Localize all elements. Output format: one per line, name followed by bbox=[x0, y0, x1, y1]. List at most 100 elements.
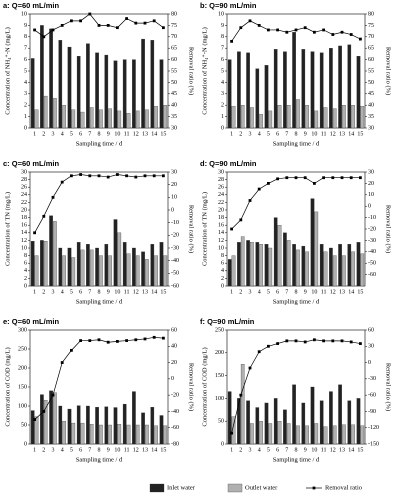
x-axis-label: Sampling time / d bbox=[273, 456, 320, 463]
line-marker bbox=[97, 338, 101, 342]
bar bbox=[67, 247, 72, 287]
bar bbox=[150, 40, 155, 129]
line-marker bbox=[230, 39, 233, 43]
x-tick-label: 1 bbox=[230, 131, 233, 137]
bar bbox=[250, 107, 254, 129]
bar bbox=[314, 211, 319, 287]
bar bbox=[360, 106, 365, 129]
x-tick-label: 3 bbox=[52, 289, 55, 295]
x-tick-label: 12 bbox=[330, 447, 336, 453]
line-marker bbox=[106, 340, 110, 344]
line-marker bbox=[51, 28, 55, 32]
bar bbox=[141, 412, 145, 445]
y2-tick-label: 40 bbox=[171, 344, 177, 350]
bar bbox=[30, 241, 35, 287]
x-tick-label: 9 bbox=[107, 447, 110, 453]
bar bbox=[286, 423, 291, 445]
panel-title: c: Q=60 mL/min bbox=[3, 159, 59, 168]
x-axis-label: Sampling time / d bbox=[273, 140, 320, 147]
bar bbox=[76, 405, 81, 445]
bar bbox=[86, 244, 90, 287]
bar bbox=[135, 110, 140, 129]
line-marker bbox=[79, 339, 82, 342]
y2-tick-label: 0 bbox=[171, 376, 174, 382]
x-tick-label: 2 bbox=[42, 447, 45, 453]
bar bbox=[49, 28, 53, 129]
line-marker bbox=[143, 337, 147, 341]
bar bbox=[250, 423, 254, 445]
y-tick-label: 5 bbox=[221, 68, 224, 74]
panel-title: a: Q=60 mL/min bbox=[3, 1, 59, 10]
y2-tick-label: -150 bbox=[368, 441, 379, 447]
y-tick-label: 1 bbox=[24, 114, 27, 120]
bar bbox=[310, 51, 315, 129]
y2-tick-label: 30 bbox=[368, 344, 374, 350]
x-tick-label: 9 bbox=[304, 447, 307, 453]
bar bbox=[356, 398, 361, 445]
x-tick-label: 4 bbox=[258, 289, 261, 295]
x-tick-label: 8 bbox=[295, 289, 298, 295]
bar bbox=[145, 424, 149, 445]
bar bbox=[99, 255, 103, 287]
x-tick-label: 8 bbox=[295, 447, 298, 453]
bar bbox=[122, 403, 127, 445]
y-tick-label: 10 bbox=[218, 11, 224, 17]
bar bbox=[319, 400, 324, 445]
bar bbox=[255, 407, 260, 445]
line-marker bbox=[340, 176, 344, 180]
line-marker bbox=[313, 338, 316, 342]
bar bbox=[113, 407, 118, 445]
bar bbox=[117, 110, 122, 129]
y2-tick-label: 70 bbox=[171, 34, 177, 40]
y-tick-label: 7 bbox=[24, 46, 27, 52]
bar bbox=[67, 408, 72, 445]
y2-tick-label: 45 bbox=[171, 91, 177, 97]
bar bbox=[99, 109, 103, 129]
plot-frame bbox=[29, 171, 169, 287]
line-marker bbox=[359, 176, 362, 180]
bar bbox=[286, 240, 291, 287]
bar bbox=[240, 364, 245, 445]
bar bbox=[117, 424, 122, 445]
y-tick-label: 7 bbox=[221, 46, 224, 52]
bar bbox=[283, 409, 287, 445]
y-tick-label: 2 bbox=[221, 276, 224, 282]
line-marker bbox=[33, 231, 36, 235]
y2-tick-label: 30 bbox=[368, 169, 374, 175]
y-tick-label: 9 bbox=[24, 23, 27, 29]
x-tick-label: 15 bbox=[357, 289, 363, 295]
line-marker bbox=[239, 393, 243, 397]
bar bbox=[347, 400, 352, 445]
x-tick-label: 15 bbox=[357, 447, 363, 453]
x-tick-label: 8 bbox=[98, 131, 101, 137]
bar bbox=[255, 242, 260, 287]
y2-tick-label: 75 bbox=[368, 23, 374, 29]
y-tick-label: 0 bbox=[221, 125, 224, 131]
x-tick-label: 15 bbox=[160, 131, 166, 137]
panel: c: Q=60 mL/min02468101214161820222426283… bbox=[3, 159, 195, 306]
y2-tick-label: 80 bbox=[368, 11, 374, 17]
y-tick-label: 28 bbox=[21, 177, 27, 183]
bar bbox=[250, 242, 254, 287]
y2-tick-label: 10 bbox=[171, 195, 177, 201]
bar bbox=[264, 244, 269, 287]
bar bbox=[268, 423, 273, 445]
x-tick-label: 13 bbox=[142, 447, 148, 453]
bar bbox=[53, 392, 57, 445]
bar bbox=[53, 221, 57, 287]
bar bbox=[95, 247, 99, 287]
y-tick-label: 24 bbox=[218, 192, 224, 198]
line-marker bbox=[322, 339, 325, 343]
y2-axis-label: Removal ratio (%) bbox=[188, 205, 195, 253]
bar bbox=[332, 255, 337, 287]
x-tick-label: 12 bbox=[133, 131, 139, 137]
line-marker bbox=[106, 24, 110, 27]
bar bbox=[80, 422, 85, 445]
x-tick-label: 14 bbox=[151, 131, 157, 137]
bar bbox=[277, 225, 282, 287]
bar bbox=[231, 106, 236, 129]
bar bbox=[292, 244, 296, 287]
line-marker bbox=[33, 28, 36, 32]
line-marker bbox=[248, 366, 252, 370]
